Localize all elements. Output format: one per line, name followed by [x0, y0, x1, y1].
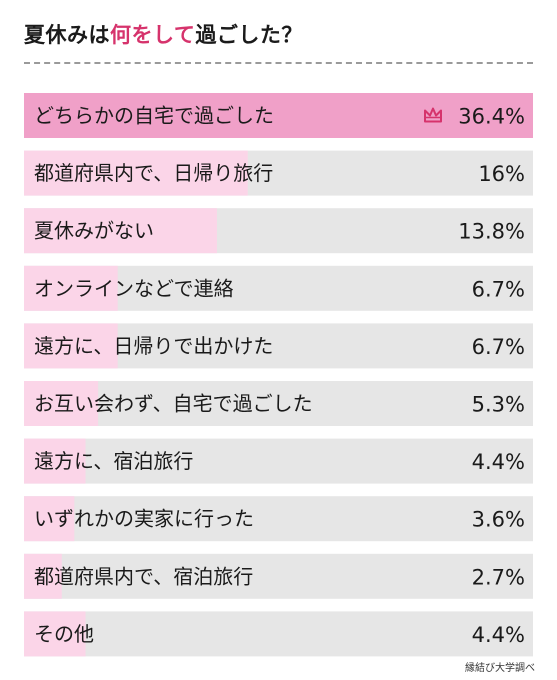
value-label: 16% [478, 162, 525, 186]
bar-row: 都道府県内で、宿泊旅行 2.7% [24, 553, 533, 599]
title-part-2: 過ごした？ [195, 23, 303, 47]
value-label: 13.8% [458, 220, 525, 244]
bar [24, 208, 217, 254]
bar-row: いずれかの実家に行った 3.6% [24, 496, 533, 542]
category-label: お互い会わず、自宅で過ごした [34, 392, 313, 416]
value-label: 6.7% [472, 335, 525, 359]
category-label: どちらかの自宅で過ごした [34, 104, 274, 128]
source-note: 縁結び大学調べ [465, 663, 535, 674]
value-label: 5.3% [472, 393, 525, 417]
bar-track [24, 438, 533, 484]
category-label: 遠方に、日帰りで出かけた [34, 334, 273, 358]
category-label: いずれかの実家に行った [34, 507, 254, 531]
bar-row: 夏休みがない 13.8% [24, 208, 533, 254]
bar-row: お互い会わず、自宅で過ごした 5.3% [24, 381, 533, 426]
title-part-1: 夏休みは [24, 23, 110, 47]
category-label: 遠方に、宿泊旅行 [34, 449, 193, 473]
value-label: 3.6% [472, 508, 525, 532]
bar [24, 611, 86, 657]
bar [24, 438, 86, 484]
page-title: 夏休みは何をして過ごした？ [24, 18, 303, 52]
bar [24, 496, 75, 542]
bar-track [24, 611, 533, 657]
bar [24, 93, 533, 138]
category-label: 都道府県内で、宿泊旅行 [34, 564, 253, 588]
bar-row: 遠方に、宿泊旅行 4.4% [24, 438, 533, 484]
category-label: 夏休みがない [34, 219, 154, 243]
bar [24, 381, 99, 426]
value-label: 6.7% [472, 277, 525, 301]
bar-row: その他 4.4% [24, 611, 533, 657]
bar-track [24, 496, 533, 542]
value-label: 2.7% [472, 565, 525, 589]
category-label: 都道府県内で、日帰り旅行 [34, 161, 273, 185]
bar-track [24, 381, 533, 426]
value-label: 36.4% [458, 105, 525, 129]
title-highlight: 何をして [110, 23, 196, 47]
crown-icon [424, 107, 442, 123]
title-divider [24, 62, 533, 64]
bar-row: 都道府県内で、日帰り旅行 16% [24, 150, 533, 196]
bar-row: どちらかの自宅で過ごした 36.4% [24, 93, 533, 138]
category-label: オンラインなどで連絡 [34, 276, 234, 300]
bar-row: オンラインなどで連絡 6.7% [24, 265, 533, 311]
bar-track [24, 553, 533, 599]
bar-row: 遠方に、日帰りで出かけた 6.7% [24, 323, 533, 369]
category-label: その他 [34, 622, 94, 646]
bar [24, 265, 118, 311]
bar [24, 150, 248, 196]
bar [24, 553, 62, 599]
value-label: 4.4% [472, 450, 525, 474]
bar [24, 323, 118, 369]
value-label: 4.4% [472, 623, 525, 647]
